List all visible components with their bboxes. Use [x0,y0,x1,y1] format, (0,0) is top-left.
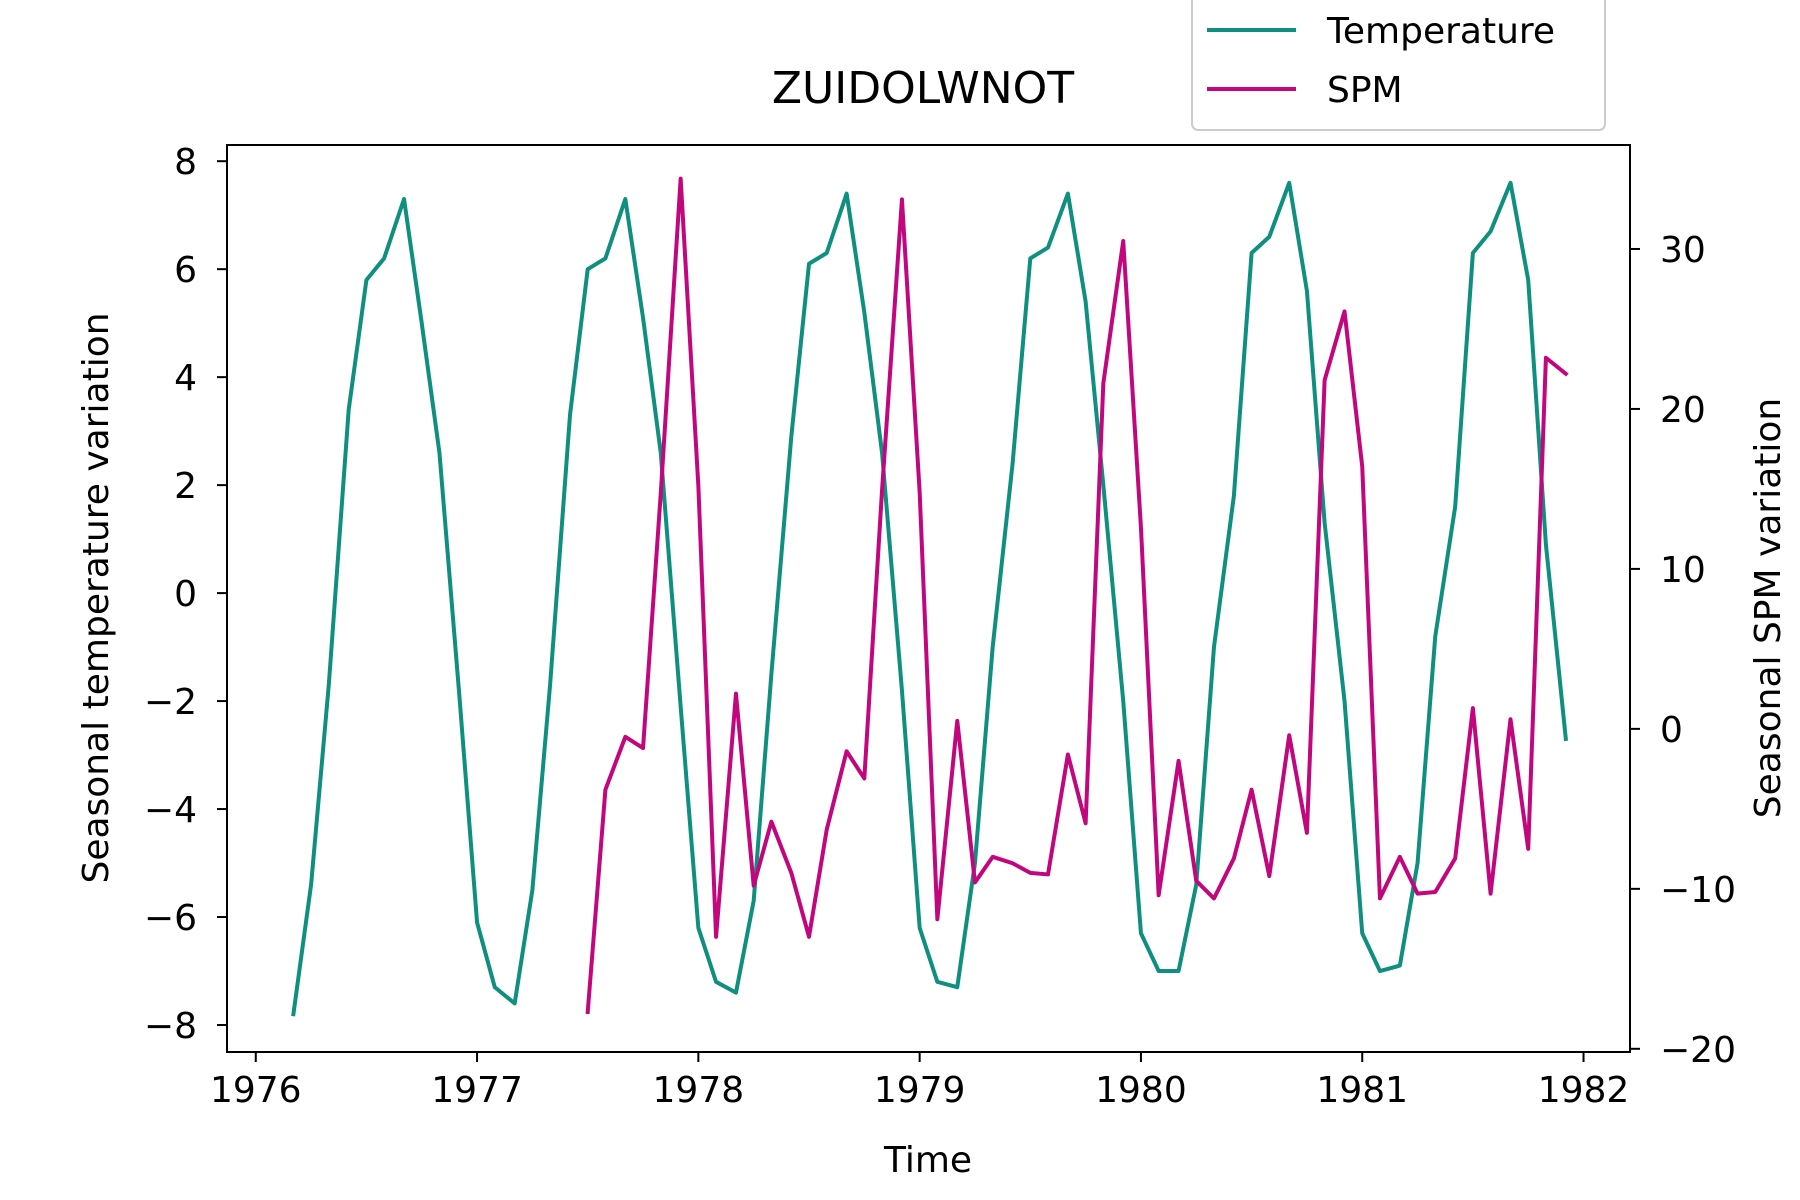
x-axis-label: Time [883,1140,972,1181]
y-right-tick-label: −20 [1660,1030,1736,1071]
series-line-spm [585,176,1569,1015]
legend: Temperature SPM [1191,0,1606,131]
y-left-tick-label: 8 [174,142,197,183]
y-left-tick-label: 4 [174,358,197,399]
x-tick-label: 1978 [653,1070,745,1111]
x-tick-label: 1982 [1538,1070,1630,1111]
legend-box [1191,0,1606,131]
y-right-tick-label: −10 [1660,870,1736,911]
y-left-tick-label: −4 [144,790,197,831]
y-right-tick-label: 10 [1660,550,1706,591]
x-axis: 1976 1977 1978 1979 1980 1981 1982 [210,1052,1629,1111]
x-tick-label: 1976 [210,1070,302,1111]
series-line-temperature [291,180,1569,1017]
x-tick-label: 1980 [1095,1070,1187,1111]
x-tick-label: 1981 [1316,1070,1408,1111]
y-right-tick-label: 30 [1660,230,1706,271]
series-layer [291,176,1569,1017]
y-left-tick-label: 6 [174,250,197,291]
y-right-tick-label: 20 [1660,390,1706,431]
chart-title: ZUIDOLWNOT [772,63,1074,114]
plot-area-frame [226,144,1631,1053]
legend-label-temperature: Temperature [1326,11,1555,52]
y-axis-left-label: Seasonal temperature variation [76,312,117,883]
y-right-tick-label: 0 [1660,710,1683,751]
legend-label-spm: SPM [1327,70,1403,111]
x-tick-label: 1977 [431,1070,523,1111]
y-axis-right: −20 −10 0 10 20 30 [1630,230,1736,1071]
y-left-tick-label: −6 [144,898,197,939]
y-left-tick-label: −2 [144,682,197,723]
y-axis-right-label: Seasonal SPM variation [1748,398,1789,818]
y-left-tick-label: 2 [174,466,197,507]
y-left-tick-label: −8 [144,1006,197,1047]
y-left-tick-label: 0 [174,574,197,615]
x-tick-label: 1979 [874,1070,966,1111]
chart-title-group: ZUIDOLWNOT [772,63,1074,114]
y-axis-left: −8 −6 −4 −2 0 2 4 6 8 [144,142,227,1047]
